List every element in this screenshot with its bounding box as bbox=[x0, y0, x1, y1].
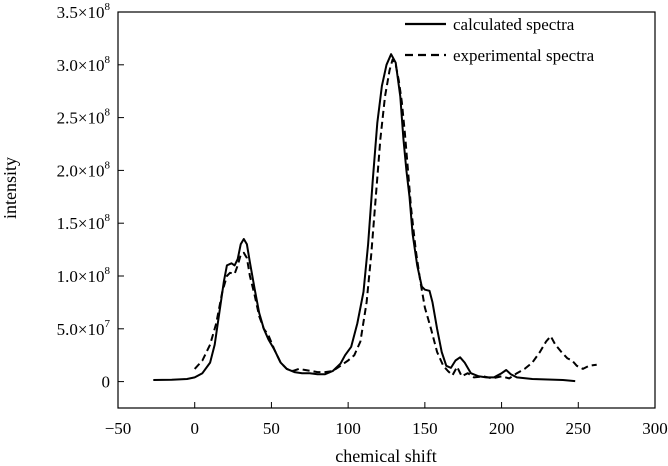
ticks-group bbox=[117, 11, 656, 408]
y-tick-label: 3.0×108 bbox=[57, 54, 111, 75]
y-tick-label: 0 bbox=[102, 373, 111, 392]
y-tick-label: 2.5×108 bbox=[57, 107, 111, 128]
legend: calculated spectra experimental spectra bbox=[405, 15, 595, 65]
plot-frame bbox=[117, 11, 656, 409]
x-tick-label: 100 bbox=[335, 419, 361, 438]
y-tick-label: 1.5×108 bbox=[57, 212, 111, 233]
y-tick-label: 5.0×107 bbox=[57, 318, 111, 339]
y-axis-label: intensity bbox=[0, 157, 20, 219]
x-tick-label: 150 bbox=[412, 419, 438, 438]
y-tick-label: 1.0×108 bbox=[57, 265, 111, 286]
legend-label-calculated: calculated spectra bbox=[453, 15, 575, 34]
x-axis-label: chemical shift bbox=[335, 446, 436, 466]
y-tick-label: 3.5×108 bbox=[57, 1, 111, 22]
y-tick-label: 2.0×108 bbox=[57, 159, 111, 180]
series-line-experimental bbox=[193, 58, 597, 380]
x-tick-label: 300 bbox=[642, 419, 668, 438]
series-layer bbox=[153, 53, 597, 383]
legend-label-experimental: experimental spectra bbox=[453, 46, 595, 65]
x-tick-label: 250 bbox=[566, 419, 592, 438]
series-line-calculated bbox=[153, 53, 576, 383]
x-tick-label: 0 bbox=[190, 419, 199, 438]
x-tick-label: −50 bbox=[105, 419, 132, 438]
x-tick-label: 200 bbox=[489, 419, 515, 438]
x-tick-label: 50 bbox=[263, 419, 280, 438]
tick-labels-group: −50 0 50 100 150 200 250 300 0 5.0×107 1.0×108 1.5×… bbox=[57, 1, 668, 438]
